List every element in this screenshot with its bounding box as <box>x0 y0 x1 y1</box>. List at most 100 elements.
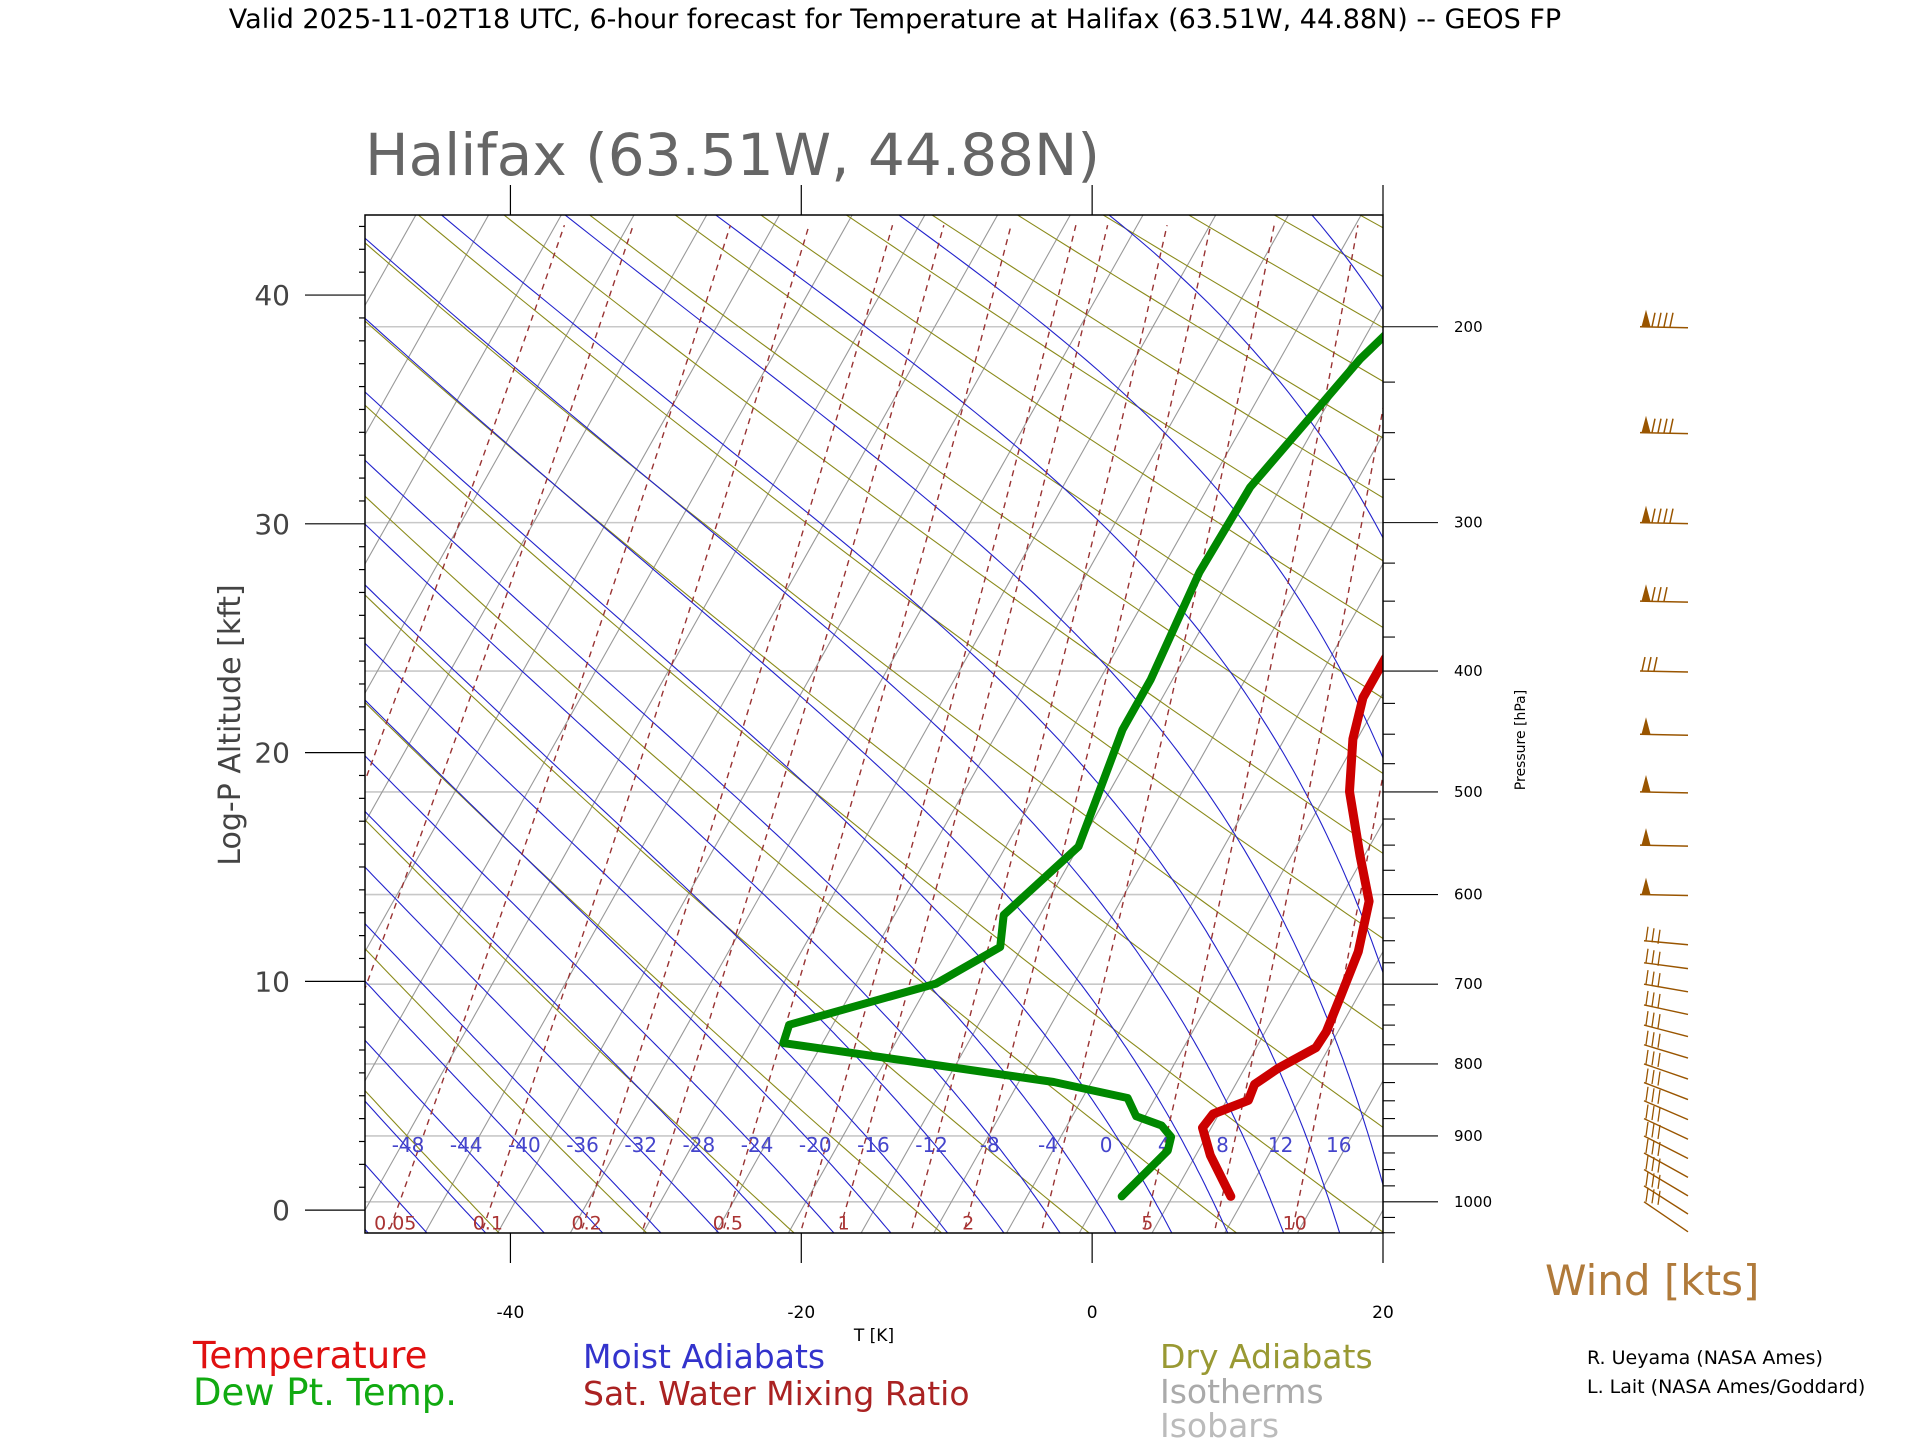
wind-barb-staff <box>1643 1044 1689 1059</box>
moist-adiabat <box>365 1100 487 1233</box>
wind-barb-staff <box>1643 1024 1689 1038</box>
wind-barb-flag <box>1641 584 1651 602</box>
isotherm-line <box>642 215 1217 1233</box>
wind-barb-tick <box>1641 656 1646 672</box>
wind-barb-tick <box>1651 971 1655 986</box>
legend-dewpoint: Dew Pt. Temp. <box>193 1371 457 1414</box>
wind-barb-tick <box>1657 1089 1661 1104</box>
wind-barb-tick <box>1657 1190 1661 1205</box>
dry-adiabat <box>1581 197 1920 1233</box>
isotherm-line <box>1516 204 1920 1233</box>
legend-mixing-ratio: Sat. Water Mixing Ratio <box>583 1374 970 1413</box>
wind-barb-tick <box>1645 926 1649 941</box>
wind-barb-tick <box>1657 993 1661 1008</box>
wind-barb-tick <box>1657 1174 1661 1189</box>
wind-barb <box>1639 828 1689 847</box>
isotherm-line <box>715 215 1290 1233</box>
x-axis-label: T [K] <box>853 1326 894 1346</box>
dry-adiabat <box>365 947 647 1233</box>
dry-adiabat <box>759 215 1383 629</box>
isotherm-line <box>365 215 926 1212</box>
wind-barb-tick <box>1645 1138 1649 1154</box>
isotherm-line <box>933 433 1383 1233</box>
isotherm-line <box>1078 692 1383 1233</box>
wind-barb-staff <box>1643 1135 1689 1160</box>
wind-barb-staff <box>1643 983 1689 993</box>
pressure-tick-label: 500 <box>1454 783 1483 801</box>
wind-barb-tick <box>1651 1140 1655 1155</box>
wind-barb-tick <box>1651 1012 1655 1027</box>
moist-adiabat-label: -20 <box>799 1133 832 1157</box>
pressure-tick-label: 800 <box>1454 1055 1483 1073</box>
wind-barb-staff <box>1643 1117 1689 1140</box>
moist-adiabat-label: -8 <box>980 1133 1000 1157</box>
moist-adiabat <box>365 584 1005 1233</box>
moist-adiabat-label: -12 <box>915 1133 948 1157</box>
moist-adiabat-label: -36 <box>566 1133 599 1157</box>
wind-barb-tick <box>1663 586 1668 602</box>
wind-barb-tick <box>1657 1158 1661 1173</box>
wind-barb-flag <box>1641 505 1651 524</box>
mixing-ratio-lines <box>365 224 1383 1233</box>
dry-adiabat <box>365 701 942 1233</box>
wind-barb-flag <box>1641 877 1651 896</box>
mixing-ratio-label: 1 <box>838 1213 850 1235</box>
wind-barb-tick <box>1669 508 1674 523</box>
moist-adiabat <box>365 699 892 1233</box>
moist-adiabat-label: -32 <box>624 1133 657 1157</box>
wind-barb-tick <box>1645 1155 1649 1170</box>
y-tick-label: 20 <box>254 737 290 770</box>
mixing-ratio-label: 5 <box>1141 1213 1153 1235</box>
dewpoint-line <box>779 331 1383 1201</box>
moist-adiabats <box>365 197 1681 1239</box>
moist-adiabat-label: 0 <box>1100 1133 1113 1157</box>
wind-barb-tick <box>1653 656 1658 672</box>
wind-barb-tick <box>1645 1121 1649 1137</box>
wind-barb-tick <box>1663 418 1668 433</box>
moist-adiabat <box>365 755 835 1233</box>
legend-moist-adiabats: Moist Adiabats <box>583 1337 825 1376</box>
y-tick-label: 0 <box>272 1194 290 1227</box>
wind-barb-flag <box>1641 309 1651 328</box>
wind-barb-staff <box>1643 1081 1689 1101</box>
wind-barb <box>1643 1121 1689 1160</box>
legend-temperature: Temperature <box>192 1334 427 1377</box>
wind-barb-tick <box>1657 1124 1661 1140</box>
mixing-ratio-label: 0.2 <box>572 1213 602 1235</box>
isotherm-line <box>1224 950 1383 1233</box>
mixing-ratio-line <box>480 224 810 1233</box>
moist-adiabat-label: -40 <box>508 1133 541 1157</box>
mixing-ratio-line <box>1142 225 1359 1233</box>
moist-adiabat <box>365 922 662 1233</box>
dry-adiabat <box>1834 197 1920 1233</box>
moist-adiabat <box>365 391 1173 1233</box>
wind-barb-tick <box>1651 1173 1655 1188</box>
dry-adiabat <box>931 215 1383 499</box>
moist-adiabat <box>564 215 1383 1187</box>
isotherm-line <box>1369 1209 1383 1233</box>
isotherm-line <box>1296 1079 1383 1233</box>
isotherm-line <box>1588 204 1920 1233</box>
moist-adiabat <box>365 642 949 1233</box>
pressure-tick-label: 600 <box>1454 886 1483 904</box>
mixing-ratio-line <box>1213 404 1383 1233</box>
isotherm-line <box>0 204 350 1233</box>
pressure-tick-label: 1000 <box>1454 1193 1492 1211</box>
mixing-ratio-line <box>1291 771 1383 1233</box>
moist-adiabat <box>1466 197 1681 1239</box>
x-tick-label: -20 <box>787 1303 815 1323</box>
pressure-tick-label: 900 <box>1454 1127 1483 1145</box>
wind-barb-tick <box>1669 312 1674 327</box>
dry-adiabat <box>365 320 1383 1129</box>
wind-barb-tick <box>1645 1049 1649 1064</box>
wind-barb <box>1643 970 1689 993</box>
legend-isotherms: Isotherms <box>1160 1372 1324 1411</box>
dry-adiabat <box>588 215 1383 775</box>
mixing-ratio-line <box>799 225 1077 1233</box>
wind-barb-tick <box>1645 1171 1649 1186</box>
wind-barb-tick <box>1657 1107 1661 1122</box>
isotherm-line <box>1006 562 1383 1233</box>
moist-adiabat <box>365 459 1117 1233</box>
wind-barb <box>1639 656 1689 673</box>
isotherm-line <box>365 215 417 307</box>
